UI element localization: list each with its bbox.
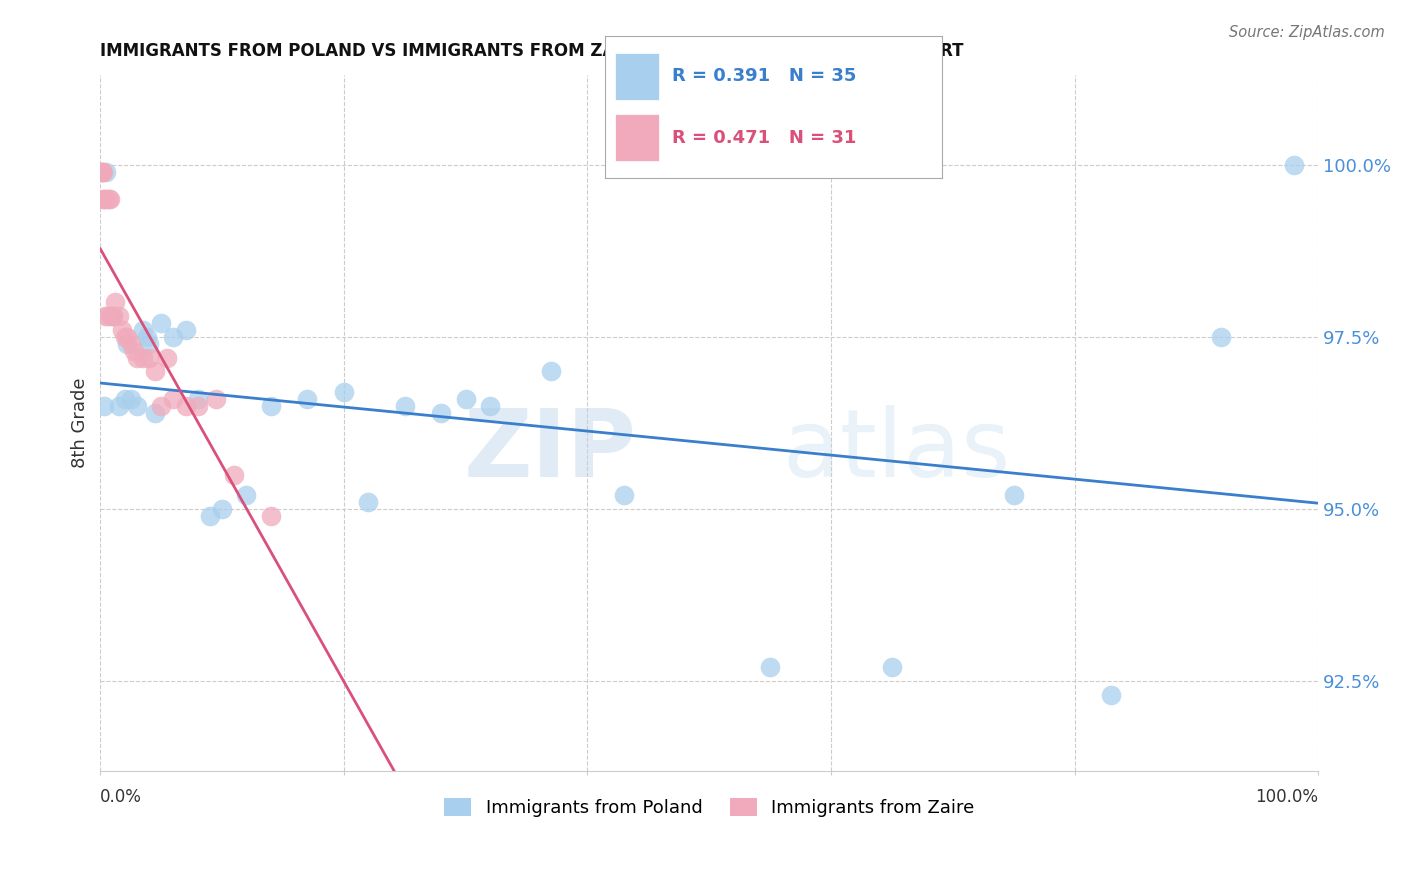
Point xyxy=(205,392,228,406)
Point xyxy=(111,323,134,337)
Point xyxy=(96,164,118,178)
Point xyxy=(1209,330,1232,344)
Point xyxy=(150,316,173,330)
Point xyxy=(150,399,173,413)
Point xyxy=(224,467,246,482)
Point xyxy=(115,336,138,351)
Point xyxy=(156,351,179,365)
Point xyxy=(96,192,118,206)
Point xyxy=(90,164,112,178)
Point xyxy=(260,399,283,413)
Point xyxy=(1002,488,1025,502)
Point xyxy=(162,330,184,344)
Point xyxy=(162,392,184,406)
Point xyxy=(759,660,782,674)
Text: IMMIGRANTS FROM POLAND VS IMMIGRANTS FROM ZAIRE 8TH GRADE CORRELATION CHART: IMMIGRANTS FROM POLAND VS IMMIGRANTS FRO… xyxy=(100,42,965,60)
Point xyxy=(454,392,477,406)
Point xyxy=(91,164,114,178)
Point xyxy=(174,399,197,413)
Point xyxy=(143,364,166,378)
Point xyxy=(135,330,157,344)
Point xyxy=(107,310,129,324)
Point xyxy=(114,392,136,406)
Text: 0.0%: 0.0% xyxy=(100,788,142,805)
Point xyxy=(1282,158,1305,172)
Point xyxy=(98,192,121,206)
Point xyxy=(124,343,146,358)
Point xyxy=(120,392,142,406)
Point xyxy=(93,399,115,413)
Point xyxy=(357,495,380,509)
Text: Source: ZipAtlas.com: Source: ZipAtlas.com xyxy=(1229,25,1385,40)
Point xyxy=(101,310,124,324)
Point xyxy=(430,406,453,420)
Point xyxy=(93,192,115,206)
Text: ZIP: ZIP xyxy=(464,405,636,497)
Point xyxy=(1099,688,1122,702)
Text: 100.0%: 100.0% xyxy=(1256,788,1319,805)
Point xyxy=(104,295,127,310)
Point xyxy=(138,351,160,365)
Point xyxy=(132,323,155,337)
Point xyxy=(100,310,122,324)
Text: R = 0.391   N = 35: R = 0.391 N = 35 xyxy=(672,68,856,86)
Point xyxy=(107,399,129,413)
Point xyxy=(297,392,319,406)
Point xyxy=(138,336,160,351)
Point xyxy=(125,351,148,365)
Point xyxy=(394,399,416,413)
Point xyxy=(187,399,209,413)
Point xyxy=(94,310,117,324)
Point xyxy=(115,330,138,344)
Point xyxy=(132,351,155,365)
Point xyxy=(143,406,166,420)
Point xyxy=(333,384,356,399)
Point xyxy=(91,164,114,178)
Point xyxy=(880,660,903,674)
Point xyxy=(120,336,142,351)
Point xyxy=(174,323,197,337)
Point xyxy=(211,502,233,516)
Point xyxy=(198,508,221,523)
Legend: Immigrants from Poland, Immigrants from Zaire: Immigrants from Poland, Immigrants from … xyxy=(437,790,981,824)
Text: R = 0.471   N = 31: R = 0.471 N = 31 xyxy=(672,128,856,146)
Point xyxy=(97,192,120,206)
Y-axis label: 8th Grade: 8th Grade xyxy=(72,377,89,468)
FancyBboxPatch shape xyxy=(614,114,658,161)
Point xyxy=(187,392,209,406)
Point xyxy=(235,488,257,502)
Point xyxy=(125,399,148,413)
Point xyxy=(540,364,562,378)
Point xyxy=(93,192,115,206)
Point xyxy=(97,310,120,324)
FancyBboxPatch shape xyxy=(614,53,658,100)
Point xyxy=(260,508,283,523)
Point xyxy=(613,488,636,502)
Point xyxy=(114,330,136,344)
Point xyxy=(101,310,124,324)
Point xyxy=(479,399,502,413)
Text: atlas: atlas xyxy=(782,405,1011,497)
